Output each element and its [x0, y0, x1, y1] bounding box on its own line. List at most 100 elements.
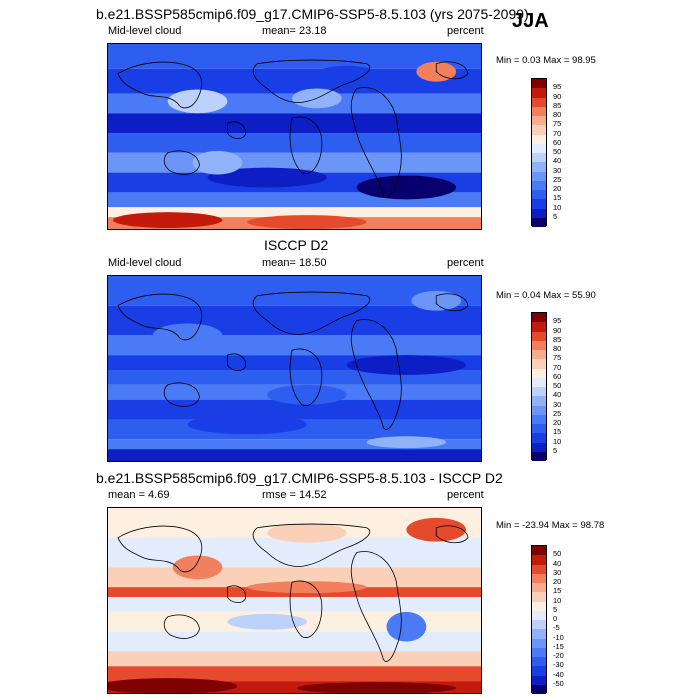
colorbar-tick-label: -5	[553, 623, 560, 633]
colorbar-tick-label: 40	[553, 390, 562, 400]
colorbar-cell	[532, 573, 546, 583]
colorbar-tick-label: 75	[553, 119, 562, 129]
coastline	[117, 293, 203, 341]
colorbar-cell	[532, 79, 546, 89]
panel-3-colorbar	[531, 545, 547, 694]
colorbar-tick-label: -50	[553, 678, 564, 688]
panel-3-rmse-label: rmse = 14.52	[262, 489, 327, 501]
colorbar-tick-label: 5	[553, 445, 558, 455]
coastline	[289, 580, 323, 638]
map-cloud-patch	[386, 611, 427, 642]
map-cloud-patch	[356, 175, 457, 200]
colorbar-cell	[532, 555, 546, 565]
colorbar-tick-label: 10	[553, 595, 562, 605]
panel-2-variable-label: Mid-level cloud	[108, 257, 182, 269]
coastline	[252, 59, 371, 103]
colorbar-cell	[532, 592, 546, 602]
map-band	[108, 207, 481, 218]
colorbar-tick-label: 15	[553, 427, 562, 437]
colorbar-tick-label: 10	[553, 202, 562, 212]
colorbar-cell	[532, 414, 546, 424]
colorbar-cell	[532, 396, 546, 406]
panel-3-title: b.e21.BSSP585cmip6.f09_g17.CMIP6-SSP5-8.…	[96, 470, 503, 486]
panel-3-units-label: percent	[447, 489, 484, 501]
colorbar-tick-label: 30	[553, 399, 562, 409]
colorbar-tick-label: 95	[553, 316, 562, 326]
map-band	[108, 666, 481, 682]
colorbar-cell	[532, 162, 546, 172]
colorbar-cell	[532, 331, 546, 341]
map-band	[108, 651, 481, 667]
colorbar-cell	[532, 684, 546, 694]
colorbar-tick-label: 50	[553, 549, 562, 559]
colorbar-tick-label: 30	[553, 165, 562, 175]
colorbar-cell	[532, 143, 546, 153]
colorbar-tick-label: 20	[553, 577, 562, 586]
map-band	[108, 113, 481, 134]
map-cloud-patch	[267, 384, 347, 405]
coastline	[289, 116, 323, 174]
colorbar-tick-label: -10	[553, 632, 564, 642]
map-cloud-patch	[152, 323, 223, 348]
colorbar-cell	[532, 546, 546, 556]
colorbar-cell	[532, 647, 546, 657]
map-cloud-patch	[247, 215, 367, 229]
coastline	[117, 61, 203, 109]
colorbar-tick-label: -20	[553, 651, 564, 660]
colorbar-tick-label: 85	[553, 334, 562, 344]
colorbar-cell	[532, 387, 546, 397]
colorbar-cell	[532, 405, 546, 415]
colorbar-tick-label: 5	[553, 604, 558, 614]
coastline	[435, 293, 469, 312]
colorbar-tick-label: 70	[553, 362, 562, 372]
colorbar-tick-label: 60	[553, 371, 562, 381]
coastline	[435, 61, 469, 80]
colorbar-cell	[532, 451, 546, 461]
colorbar-cell	[532, 638, 546, 648]
panel-2-map-svg	[108, 276, 481, 461]
coastline	[350, 87, 402, 198]
colorbar-cell	[532, 116, 546, 126]
coastline	[226, 121, 246, 139]
colorbar-cell	[532, 377, 546, 387]
colorbar-tick-label: 80	[553, 344, 562, 353]
coastline	[350, 319, 402, 430]
colorbar-cell	[532, 657, 546, 667]
map-cloud-patch	[247, 581, 367, 594]
coastline	[350, 551, 402, 662]
colorbar-cell	[532, 88, 546, 98]
colorbar-cell	[532, 610, 546, 620]
map-cloud-patch	[192, 150, 243, 175]
colorbar-tick-label: 90	[553, 91, 562, 101]
colorbar-tick-label: 50	[553, 381, 562, 390]
colorbar-tick-label: 15	[553, 193, 562, 203]
panel-1-colorbar	[531, 78, 547, 227]
map-cloud-patch	[346, 355, 467, 375]
colorbar-cell	[532, 125, 546, 135]
panel-2-title: ISCCP D2	[264, 237, 329, 253]
coastline	[289, 348, 323, 406]
panel-2-minmax: Min = 0.04 Max = 55.90	[496, 290, 596, 301]
panel-2-colorbar	[531, 312, 547, 461]
colorbar-tick-label: 80	[553, 110, 562, 119]
coastline	[163, 614, 200, 639]
colorbar-cell	[532, 629, 546, 639]
colorbar-cell	[532, 134, 546, 144]
colorbar-cell	[532, 675, 546, 685]
map-cloud-patch	[267, 522, 347, 543]
map-band	[108, 537, 481, 568]
map-band	[108, 449, 481, 461]
panel-3-mean-label: mean = 4.69	[108, 489, 170, 501]
coastline	[226, 353, 246, 371]
map-cloud-patch	[227, 613, 307, 630]
map-band	[108, 597, 481, 612]
panel-1-map	[107, 43, 482, 230]
colorbar-tick-label: 95	[553, 82, 562, 92]
panel-1-units-label: percent	[447, 25, 484, 37]
panel-2-map	[107, 275, 482, 462]
map-cloud-patch	[297, 682, 457, 693]
colorbar-cell	[532, 208, 546, 218]
colorbar-cell	[532, 359, 546, 369]
panel-1-minmax: Min = 0.03 Max = 98.95	[496, 55, 596, 66]
colorbar-tick-label: 15	[553, 586, 562, 596]
